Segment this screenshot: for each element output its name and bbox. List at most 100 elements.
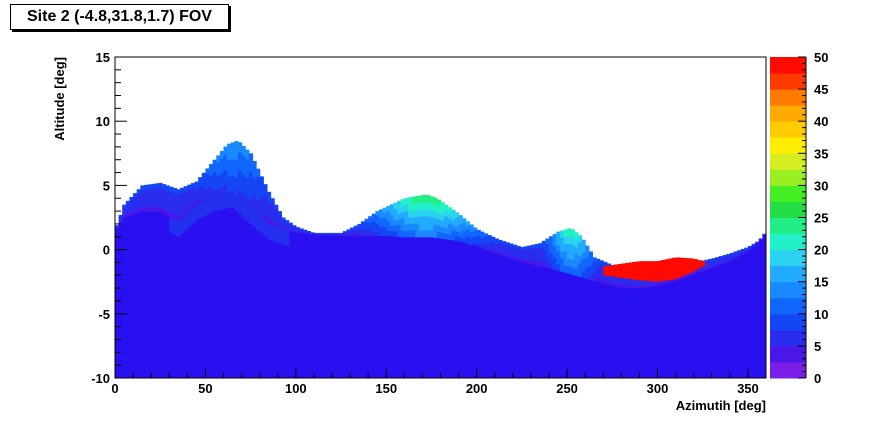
heatmap-cell	[389, 209, 395, 216]
heatmap-cell	[183, 195, 188, 202]
heatmap-cell	[523, 246, 528, 250]
heatmap-cell	[624, 284, 630, 288]
heatmap-column-base	[592, 280, 597, 378]
heatmap-column-base	[643, 287, 648, 378]
heatmap-column-base	[563, 272, 568, 378]
heatmap-cell	[556, 244, 561, 252]
colorbar-bin	[770, 73, 806, 90]
heatmap-cell	[379, 222, 384, 228]
heatmap-column-base	[270, 225, 275, 378]
heatmap-cell	[259, 197, 264, 205]
heatmap-column-base	[729, 260, 735, 378]
x-tick-label: 300	[647, 381, 669, 396]
heatmap-cell	[523, 248, 528, 253]
heatmap-cell	[234, 168, 239, 178]
heatmap-cell	[266, 197, 272, 204]
heatmap-column-base	[393, 236, 398, 378]
heatmap-column-base	[632, 287, 637, 378]
heatmap-column-base	[690, 274, 695, 378]
heatmap-cell	[426, 222, 431, 231]
heatmap-cell	[281, 217, 286, 221]
heatmap-cell	[675, 277, 680, 281]
heatmap-cell	[505, 247, 510, 251]
heatmap-column-base	[444, 238, 449, 378]
heatmap-cell	[397, 230, 402, 237]
heatmap-cell	[371, 224, 376, 229]
heatmap-cell	[494, 238, 499, 242]
heatmap-cell	[342, 231, 348, 234]
heatmap-cell	[639, 284, 644, 289]
heatmap-cell	[223, 193, 228, 209]
heatmap-cell	[447, 212, 452, 219]
heatmap-cell-high	[671, 257, 677, 280]
heatmap-cell	[223, 146, 228, 155]
heatmap-cell	[411, 210, 416, 218]
heatmap-cell	[498, 249, 503, 253]
heatmap-column-base	[288, 230, 293, 378]
heatmap-cell	[288, 229, 293, 232]
heatmap-cell	[183, 190, 188, 197]
heatmap-cell	[198, 177, 203, 183]
heatmap-cell	[436, 199, 442, 207]
heatmap-cell	[183, 186, 188, 192]
heatmap-column-base	[628, 287, 633, 378]
heatmap-cell	[559, 230, 565, 238]
heatmap-cell	[259, 217, 264, 234]
heatmap-cell	[520, 254, 525, 258]
heatmap-column-base	[635, 287, 641, 378]
heatmap-column-base	[183, 214, 188, 378]
heatmap-cell	[274, 215, 279, 220]
heatmap-cell	[230, 142, 235, 152]
heatmap-cell	[527, 245, 532, 250]
colorbar: 0 5 10 15 20 25 30 35 40 45 50	[770, 50, 828, 386]
heatmap-column-base	[530, 264, 536, 378]
heatmap-cell	[447, 233, 452, 240]
heatmap-cell	[389, 220, 395, 226]
heatmap-cell	[458, 236, 463, 242]
heatmap-cell	[549, 246, 554, 253]
heatmap-cell	[147, 184, 152, 190]
heatmap-cell	[162, 208, 167, 214]
heatmap-cell	[574, 239, 579, 248]
heatmap-cell	[187, 202, 192, 208]
heatmap-cell	[393, 224, 398, 232]
heatmap-cell	[368, 222, 373, 227]
heatmap-cell	[274, 208, 279, 213]
heatmap-cell	[393, 208, 398, 215]
heatmap-cell	[570, 266, 575, 275]
heatmap-cell	[574, 268, 579, 276]
heatmap-cell	[284, 225, 290, 228]
heatmap-cell	[245, 186, 250, 197]
heatmap-cell	[133, 203, 138, 208]
heatmap-column-base	[241, 201, 246, 378]
heatmap-cell	[444, 216, 449, 223]
heatmap-cell	[711, 262, 716, 265]
heatmap-cell	[216, 175, 221, 183]
heatmap-column-base	[498, 254, 503, 378]
heatmap-cell	[252, 203, 257, 213]
heatmap-cell	[454, 231, 460, 237]
heatmap-cell	[505, 251, 510, 255]
heatmap-column-base	[509, 257, 514, 378]
heatmap-cell	[440, 226, 445, 233]
heatmap-cell	[444, 210, 449, 217]
heatmap-cell	[733, 256, 738, 259]
heatmap-cell	[635, 279, 641, 283]
heatmap-cell	[465, 235, 471, 241]
heatmap-cell	[596, 270, 601, 275]
heatmap-column-base	[704, 269, 709, 378]
heatmap-cell	[628, 278, 633, 283]
heatmap-cell	[740, 253, 745, 255]
heatmap-cell	[259, 176, 264, 184]
heatmap-cell-high	[650, 261, 655, 282]
heatmap-cell	[574, 232, 579, 241]
colorbar-tick-label: 50	[814, 50, 828, 65]
heatmap-cell	[494, 250, 499, 254]
heatmap-cell	[154, 192, 159, 198]
heatmap-cell	[480, 236, 485, 241]
heatmap-cell	[187, 184, 192, 190]
heatmap-cell	[469, 231, 474, 235]
x-tick-label: 50	[198, 381, 212, 396]
heatmap-cell	[252, 186, 257, 196]
